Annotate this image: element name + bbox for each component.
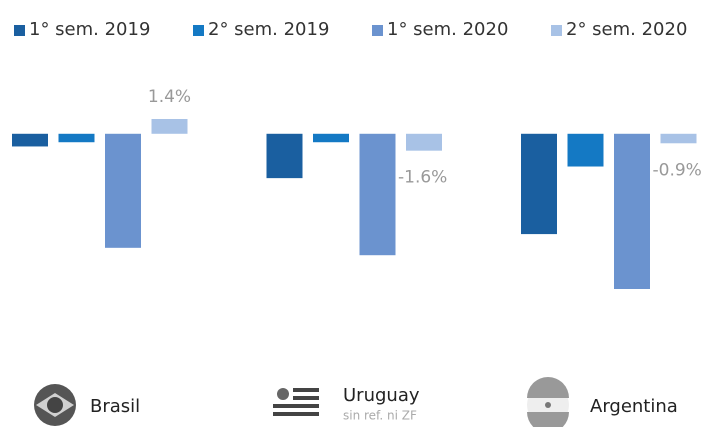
value-label: -1.6% xyxy=(398,168,447,188)
bar xyxy=(151,119,188,134)
bar xyxy=(12,133,48,147)
bar xyxy=(266,133,303,179)
legend-swatch xyxy=(372,25,383,36)
legend-swatch xyxy=(193,25,204,36)
legend-swatch xyxy=(14,25,25,36)
value-label: 1.4% xyxy=(148,87,191,107)
category-label: Brasil xyxy=(90,396,140,417)
flag-argentina xyxy=(527,377,569,427)
bar xyxy=(614,133,650,289)
legend-label: 2° sem. 2020 xyxy=(566,19,687,40)
bar xyxy=(567,133,604,167)
value-label: -0.9% xyxy=(653,160,702,180)
bar xyxy=(105,133,141,248)
category-label: Uruguay xyxy=(343,385,420,406)
legend-label: 1° sem. 2020 xyxy=(387,19,508,40)
bar xyxy=(313,133,349,143)
bar xyxy=(359,133,396,256)
bar xyxy=(521,133,557,235)
bar xyxy=(406,133,442,151)
legend-label: 1° sem. 2019 xyxy=(29,19,150,40)
bar xyxy=(58,133,95,143)
flag-uruguay xyxy=(273,385,319,416)
category-subtitle: sin ref. ni ZF xyxy=(343,409,417,423)
category-label: Argentina xyxy=(590,396,678,417)
legend-label: 2° sem. 2019 xyxy=(208,19,329,40)
bar xyxy=(660,133,697,144)
legend-swatch xyxy=(551,25,562,36)
flag-brasil xyxy=(34,384,76,426)
